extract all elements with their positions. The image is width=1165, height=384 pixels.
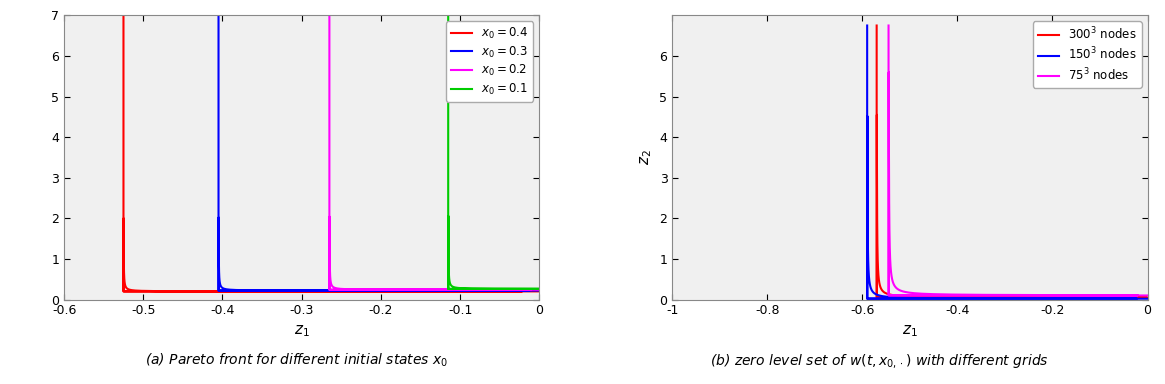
$75^3$ nodes — [1141, 293, 1155, 298]
$x_0=0.4$ — [532, 289, 546, 294]
$x_0=0.4$ — [414, 289, 428, 294]
$150^3$ nodes — [863, 283, 877, 288]
$75^3$ nodes — [882, 293, 896, 298]
$x_0=0.4$ — [128, 288, 142, 293]
$x_0=0.3$ — [216, 286, 230, 290]
$150^3$ nodes — [882, 295, 896, 299]
$x_0=0.2$ — [472, 288, 486, 292]
$x_0=0.3$ — [214, 285, 228, 290]
$150^3$ nodes — [862, 275, 876, 279]
Text: (a) Pareto front for different initial states $x_0$: (a) Pareto front for different initial s… — [146, 352, 449, 369]
$150^3$ nodes — [862, 279, 876, 284]
$75^3$ nodes — [882, 23, 896, 28]
$75^3$ nodes — [885, 280, 899, 284]
Line: $x_0=0.1$: $x_0=0.1$ — [449, 15, 539, 289]
$x_0=0.2$ — [323, 288, 337, 292]
$x_0=0.4$ — [171, 289, 185, 293]
$x_0=0.1$ — [478, 286, 492, 291]
X-axis label: $z_1$: $z_1$ — [902, 323, 918, 339]
$x_0=0.3$ — [212, 277, 226, 282]
$x_0=0.2$ — [323, 248, 337, 253]
$75^3$ nodes — [915, 291, 929, 296]
Legend: $300^3$ nodes, $150^3$ nodes, $75^3$ nodes: $300^3$ nodes, $150^3$ nodes, $75^3$ nod… — [1033, 21, 1142, 88]
$300^3$ nodes — [1058, 295, 1072, 300]
$300^3$ nodes — [870, 295, 884, 300]
$150^3$ nodes — [1054, 296, 1068, 301]
$x_0=0.2$ — [348, 288, 362, 292]
$150^3$ nodes — [1005, 296, 1019, 301]
$75^3$ nodes — [883, 259, 897, 263]
$x_0=0.1$ — [442, 13, 456, 18]
$300^3$ nodes — [871, 278, 885, 283]
$x_0=0.1$ — [530, 287, 544, 291]
$75^3$ nodes — [882, 93, 896, 97]
$x_0=0.1$ — [442, 287, 456, 291]
$x_0=0.3$ — [212, 270, 226, 275]
$150^3$ nodes — [860, 23, 874, 28]
$300^3$ nodes — [873, 281, 887, 286]
$x_0=0.4$ — [200, 289, 214, 294]
$x_0=0.4$ — [116, 289, 130, 294]
$x_0=0.3$ — [213, 283, 227, 287]
Line: $75^3$ nodes: $75^3$ nodes — [889, 25, 1148, 295]
Y-axis label: $z_2$: $z_2$ — [638, 150, 654, 165]
$150^3$ nodes — [1141, 296, 1155, 301]
$300^3$ nodes — [1141, 295, 1155, 300]
Legend: $x_0=0.4$, $x_0=0.3$, $x_0=0.2$, $x_0=0.1$: $x_0=0.4$, $x_0=0.3$, $x_0=0.2$, $x_0=0.… — [446, 21, 534, 102]
$150^3$ nodes — [861, 296, 875, 301]
$300^3$ nodes — [891, 293, 905, 298]
Text: (b) zero level set of $w(t, x_{0,\cdot})$ with different grids: (b) zero level set of $w(t, x_{0,\cdot})… — [711, 352, 1048, 370]
$x_0=0.2$ — [323, 13, 337, 18]
$x_0=0.2$ — [382, 287, 396, 292]
Line: $300^3$ nodes: $300^3$ nodes — [876, 25, 1148, 298]
Line: $x_0=0.4$: $x_0=0.4$ — [123, 15, 539, 291]
$x_0=0.4$ — [125, 288, 139, 293]
$x_0=0.3$ — [532, 288, 546, 293]
$x_0=0.3$ — [212, 288, 226, 293]
$x_0=0.1$ — [444, 283, 458, 288]
X-axis label: $z_1$: $z_1$ — [294, 323, 310, 339]
Line: $x_0=0.3$: $x_0=0.3$ — [219, 15, 539, 291]
$x_0=0.3$ — [217, 286, 231, 291]
$x_0=0.2$ — [345, 287, 359, 291]
$x_0=0.2$ — [323, 270, 337, 275]
$x_0=0.1$ — [445, 284, 459, 288]
Line: $x_0=0.2$: $x_0=0.2$ — [330, 15, 539, 290]
Line: $150^3$ nodes: $150^3$ nodes — [867, 25, 1148, 299]
$x_0=0.1$ — [532, 287, 546, 291]
$x_0=0.4$ — [135, 288, 149, 293]
$75^3$ nodes — [888, 285, 902, 289]
$x_0=0.2$ — [532, 288, 546, 292]
$300^3$ nodes — [1016, 295, 1030, 300]
$x_0=0.1$ — [466, 286, 480, 291]
$300^3$ nodes — [869, 23, 883, 28]
$75^3$ nodes — [882, 214, 896, 218]
$x_0=0.1$ — [476, 287, 490, 291]
$x_0=0.4$ — [116, 13, 130, 18]
$x_0=0.3$ — [212, 13, 226, 18]
$300^3$ nodes — [871, 273, 885, 278]
